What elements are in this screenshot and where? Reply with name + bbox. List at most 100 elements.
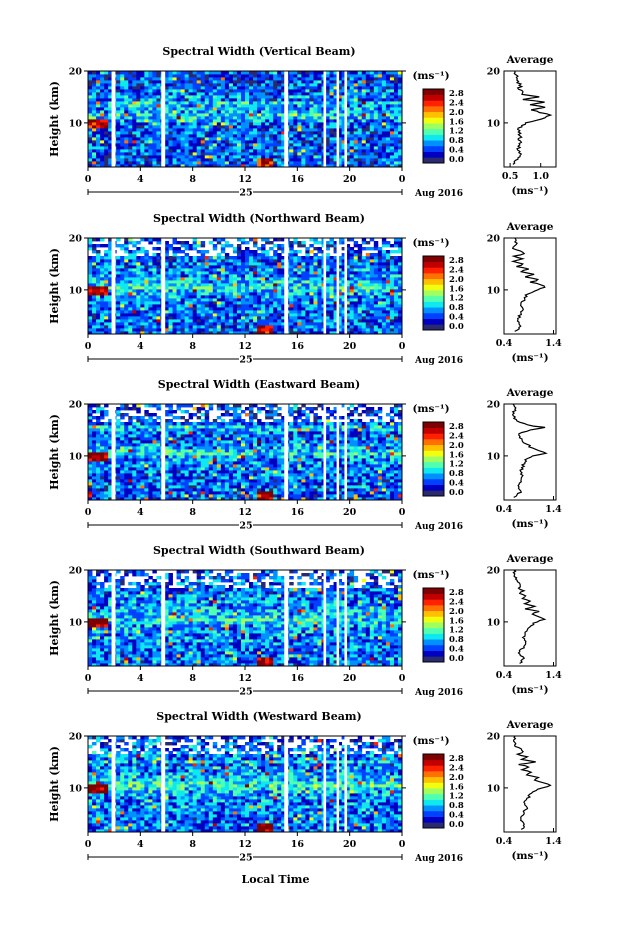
heatmap-cell bbox=[184, 89, 190, 93]
heatmap-cell bbox=[281, 131, 286, 135]
heatmap-cell bbox=[305, 161, 310, 165]
heatmap-cell bbox=[273, 71, 278, 75]
heatmap-cell bbox=[136, 86, 141, 90]
heatmap-cell bbox=[281, 331, 286, 335]
heatmap-cell bbox=[253, 238, 258, 242]
heatmap-cell bbox=[220, 89, 226, 93]
heatmap-cell bbox=[249, 238, 254, 242]
heatmap-cell bbox=[196, 107, 202, 111]
heatmap-cell bbox=[188, 331, 194, 335]
heatmap-cell bbox=[176, 265, 181, 269]
heatmap-cell bbox=[249, 146, 254, 150]
heatmap-cell bbox=[152, 86, 157, 90]
heatmap-cell bbox=[245, 158, 250, 162]
heatmap-cell bbox=[281, 155, 286, 159]
heatmap-cell bbox=[293, 280, 298, 284]
heatmap-cell bbox=[180, 140, 186, 144]
heatmap-cell bbox=[128, 110, 133, 114]
heatmap-cell bbox=[325, 271, 330, 275]
heatmap-cell bbox=[216, 74, 222, 78]
heatmap-cell bbox=[120, 286, 125, 290]
heatmap-cell bbox=[301, 304, 306, 308]
heatmap-cell bbox=[148, 155, 153, 159]
heatmap-cell bbox=[357, 143, 363, 147]
heatmap-cell bbox=[257, 101, 262, 105]
heatmap-cell bbox=[313, 298, 318, 302]
heatmap-cell bbox=[124, 152, 129, 156]
heatmap-cell bbox=[345, 146, 351, 150]
heatmap-cell bbox=[345, 113, 351, 117]
heatmap-cell bbox=[148, 274, 153, 278]
heatmap-cell bbox=[329, 74, 334, 78]
heatmap-cell bbox=[128, 268, 133, 272]
heatmap-cell bbox=[289, 271, 294, 275]
heatmap-cell bbox=[180, 319, 186, 323]
heatmap-cell bbox=[281, 146, 286, 150]
heatmap-cell bbox=[353, 328, 359, 332]
heatmap-cell bbox=[353, 116, 359, 120]
heatmap-cell bbox=[253, 116, 258, 120]
heatmap-cell bbox=[325, 328, 330, 332]
heatmap-cell bbox=[373, 271, 379, 275]
heatmap-cell bbox=[196, 271, 202, 275]
heatmap-cell bbox=[184, 292, 190, 296]
heatmap-cell bbox=[357, 113, 363, 117]
heatmap-cell bbox=[389, 128, 395, 132]
heatmap-cell bbox=[184, 283, 190, 287]
heatmap-cell bbox=[393, 131, 399, 135]
heatmap-cell bbox=[261, 125, 266, 129]
heatmap-cell bbox=[301, 119, 306, 123]
heatmap-cell bbox=[381, 95, 387, 99]
heatmap-cell bbox=[116, 80, 121, 84]
heatmap-cell bbox=[164, 71, 169, 75]
heatmap-cell bbox=[309, 101, 314, 105]
heatmap-cell bbox=[277, 146, 282, 150]
heatmap-cell bbox=[152, 328, 157, 332]
heatmap-cell bbox=[385, 244, 391, 248]
heatmap-cell bbox=[100, 119, 105, 123]
heatmap-cell bbox=[313, 149, 318, 153]
heatmap-cell bbox=[224, 158, 230, 162]
heatmap-cell bbox=[329, 161, 334, 165]
heatmap-cell bbox=[365, 83, 371, 87]
heatmap-cell bbox=[140, 307, 145, 311]
heatmap-cell bbox=[325, 152, 330, 156]
heatmap-cell bbox=[152, 322, 157, 326]
heatmap-cell bbox=[277, 155, 282, 159]
heatmap-cell bbox=[216, 238, 222, 242]
heatmap-cell bbox=[385, 271, 391, 275]
heatmap-cell bbox=[333, 307, 338, 311]
heatmap-cell bbox=[317, 131, 322, 135]
heatmap-cell bbox=[333, 95, 338, 99]
heatmap-cell bbox=[168, 274, 173, 278]
heatmap-cell bbox=[301, 155, 306, 159]
heatmap-cell bbox=[293, 137, 298, 141]
heatmap-cell bbox=[116, 259, 121, 263]
heatmap-cell bbox=[341, 134, 347, 138]
heatmap-cell bbox=[353, 107, 359, 111]
heatmap-cell bbox=[224, 101, 230, 105]
heatmap-cell bbox=[140, 152, 145, 156]
heatmap-cell bbox=[212, 292, 218, 296]
heatmap-cell bbox=[136, 71, 141, 75]
heatmap-cell bbox=[220, 128, 226, 132]
heatmap-cell bbox=[329, 134, 334, 138]
heatmap-cell bbox=[164, 152, 169, 156]
panel-title: Spectral Width (Vertical Beam) bbox=[162, 45, 355, 58]
heatmap-cell bbox=[369, 301, 375, 305]
heatmap-cell bbox=[313, 77, 318, 81]
heatmap-cell bbox=[240, 283, 246, 287]
heatmap-cell bbox=[184, 247, 190, 251]
heatmap-cell bbox=[369, 253, 375, 257]
heatmap-cell bbox=[393, 149, 399, 153]
heatmap-cell bbox=[293, 104, 298, 108]
heatmap-cell bbox=[305, 497, 310, 501]
heatmap-cell bbox=[397, 238, 403, 242]
heatmap-cell bbox=[152, 307, 157, 311]
heatmap-cell bbox=[337, 110, 343, 114]
heatmap-cell bbox=[389, 107, 395, 111]
heatmap-cell bbox=[397, 86, 403, 90]
heatmap-cell bbox=[128, 146, 133, 150]
heatmap-cell bbox=[349, 104, 355, 108]
heatmap-cell bbox=[120, 152, 125, 156]
